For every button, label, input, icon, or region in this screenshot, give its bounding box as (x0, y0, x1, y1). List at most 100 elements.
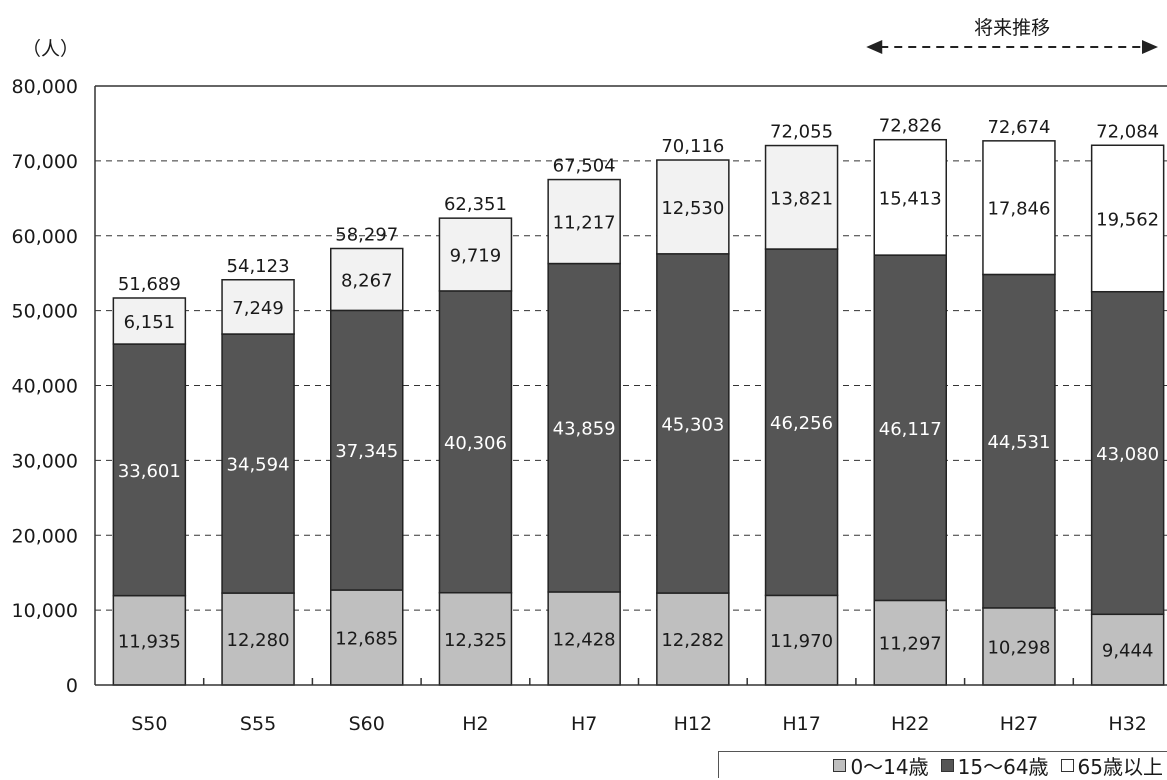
bar-segment (112, 297, 187, 345)
projection-arrow-right-head (1142, 40, 1158, 54)
bar-segment (982, 607, 1056, 686)
bar-segment (764, 248, 839, 597)
legend: 0～14歳 15～64歳 65歳以上 (718, 751, 1167, 780)
bar-segment (547, 178, 621, 265)
bar-total-label: 72,084 (1096, 121, 1159, 142)
bar-segment-label: 10,298 (987, 637, 1050, 658)
projection-annotation: 将来推移 (866, 17, 1158, 54)
bar-segment (873, 599, 947, 686)
bar-total-label: 51,689 (118, 274, 181, 295)
bar-segment (656, 592, 730, 686)
bar-total-label: 72,674 (987, 117, 1050, 138)
x-category-label: H12 (674, 713, 712, 735)
bar-total-label: 67,504 (553, 156, 616, 177)
bar-segment-label: 8,267 (341, 270, 393, 291)
x-category-label: H17 (782, 713, 820, 735)
y-tick-label: 10,000 (12, 600, 78, 622)
bar-segment-label: 9,719 (450, 246, 502, 267)
bar-segment (1090, 613, 1165, 686)
projection-arrow-left-head (866, 40, 883, 54)
y-tick-label: 0 (66, 675, 78, 697)
bar-segment (982, 140, 1056, 276)
x-category-label: H7 (571, 713, 597, 735)
bar-segment-label: 19,562 (1096, 209, 1159, 230)
bar-segment (112, 594, 187, 686)
bar-segment-label: 13,821 (770, 188, 833, 209)
legend-label-age-65-plus: 65歳以上 (1077, 754, 1163, 779)
bar-segment (873, 138, 947, 256)
bar-segment (221, 333, 295, 594)
y-axis-unit-label: （人） (22, 38, 79, 60)
bar-segment-label: 46,117 (879, 419, 942, 440)
bar-segment (438, 290, 513, 594)
bar-total-label: 58,297 (335, 225, 398, 246)
projection-label: 将来推移 (974, 17, 1050, 39)
bar-segment-label: 44,531 (987, 432, 1050, 453)
legend-label-age-0-14: 0～14歳 (850, 754, 929, 779)
bar-segment (112, 343, 187, 597)
bars: 11,935 33,601 6,151 51,689 12,280 34,594 7,249… (112, 116, 1165, 686)
bar-segment (330, 247, 404, 312)
y-tick-label: 50,000 (12, 301, 78, 323)
bar-segment-label: 43,080 (1096, 444, 1159, 465)
bar-segment-label: 12,428 (553, 629, 616, 650)
axes: 0 10,000 20,000 30,000 40,000 50,000 60,000 70,… (12, 76, 1167, 735)
bar-segment (764, 594, 839, 686)
y-tick-label: 80,000 (12, 76, 78, 98)
bar-total-label: 54,123 (227, 256, 290, 277)
bar-segment (982, 273, 1056, 609)
bar-segment (547, 262, 621, 593)
bar-segment (656, 159, 730, 255)
bar-segment (330, 589, 404, 686)
legend-label-age-15-64: 15～64歳 (957, 754, 1049, 779)
bar-total-label: 72,055 (770, 121, 833, 142)
bar-segment-label: 34,594 (227, 455, 290, 476)
bar-segment (221, 279, 295, 335)
bar-segment-label: 12,325 (444, 630, 507, 651)
bar-segment (438, 217, 513, 292)
bar-segment-label: 17,846 (987, 199, 1050, 220)
legend-swatch-age-15-64 (940, 758, 954, 772)
bar-segment-label: 37,345 (335, 441, 398, 462)
bar-segment-label: 12,282 (661, 630, 724, 651)
bar-segment-label: 43,859 (553, 419, 616, 440)
bar-segment (438, 591, 513, 686)
bar-segment (547, 591, 621, 686)
bar-total-label: 62,351 (444, 194, 507, 215)
bar-segment-label: 12,685 (335, 629, 398, 650)
bar-segment (764, 144, 839, 250)
bar-segment-label: 11,935 (118, 631, 181, 652)
bar-segment-label: 46,256 (770, 413, 833, 434)
bar-segment-label: 9,444 (1102, 641, 1154, 662)
y-tick-label: 60,000 (12, 226, 78, 248)
legend-swatch-age-65-plus (1060, 758, 1074, 772)
bar-segment-label: 40,306 (444, 433, 507, 454)
bar-total-label: 70,116 (661, 136, 724, 157)
y-tick-label: 40,000 (12, 376, 78, 398)
bar-segment-label: 15,413 (879, 188, 942, 209)
bar-segment-label: 11,297 (879, 634, 942, 655)
bar-segment-label: 33,601 (118, 461, 181, 482)
bar-segment (1090, 144, 1165, 293)
bar-segment-label: 11,970 (770, 631, 833, 652)
x-category-label: H22 (891, 713, 929, 735)
legend-swatch-age-0-14 (833, 758, 847, 772)
x-category-label: S50 (131, 713, 167, 735)
x-category-label: H2 (462, 713, 488, 735)
bar-segment-label: 11,217 (553, 213, 616, 234)
bar-total-label: 72,826 (879, 116, 942, 137)
legend-item-age-0-14: 0～14歳 (833, 751, 929, 780)
legend-item-age-65-plus: 65歳以上 (1060, 751, 1163, 780)
y-tick-label: 20,000 (12, 525, 78, 547)
bar-segment (873, 254, 947, 602)
bar-segment-label: 45,303 (661, 414, 724, 435)
legend-item-age-15-64: 15～64歳 (940, 751, 1049, 780)
x-category-label: H27 (1000, 713, 1038, 735)
bar-segment-label: 7,249 (232, 298, 284, 319)
y-tick-label: 30,000 (12, 450, 78, 472)
x-category-label: S60 (349, 713, 385, 735)
x-category-label: S55 (240, 713, 276, 735)
bar-segment-label: 12,280 (227, 630, 290, 651)
bar-segment (1090, 290, 1165, 616)
